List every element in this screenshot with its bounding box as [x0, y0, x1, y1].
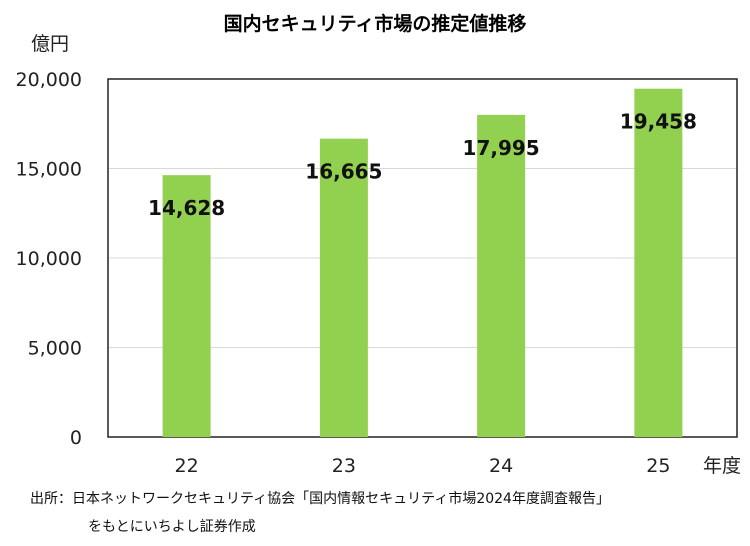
source-note-line1: 出所：日本ネットワークセキュリティ協会「国内情報セキュリティ市場2024年度調査…	[30, 491, 610, 507]
y-tick-label: 10,000	[16, 248, 82, 270]
y-tick-label: 5,000	[28, 338, 82, 360]
bar	[319, 138, 368, 437]
bar	[162, 175, 211, 437]
x-axis-unit-label: 年度	[703, 455, 741, 477]
y-axis-unit-label: 億円	[31, 33, 69, 55]
x-tick-label: 23	[332, 455, 356, 477]
bar	[634, 88, 683, 438]
data-label: 17,995	[463, 136, 540, 160]
x-tick-label: 25	[646, 455, 670, 477]
bar	[477, 114, 526, 438]
data-label: 19,458	[620, 110, 697, 134]
y-tick-label: 15,000	[16, 159, 82, 181]
y-tick-label: 20,000	[16, 69, 82, 91]
data-label: 14,628	[148, 196, 225, 220]
source-note-line2: をもとにいちよし証券作成	[88, 519, 256, 535]
data-label: 16,665	[305, 160, 382, 184]
plot-area-frame	[107, 78, 738, 438]
chart-title: 国内セキュリティ市場の推定値推移	[224, 12, 527, 35]
y-tick-label: 0	[70, 427, 82, 449]
x-tick-label: 24	[489, 455, 513, 477]
x-tick-label: 22	[175, 455, 199, 477]
